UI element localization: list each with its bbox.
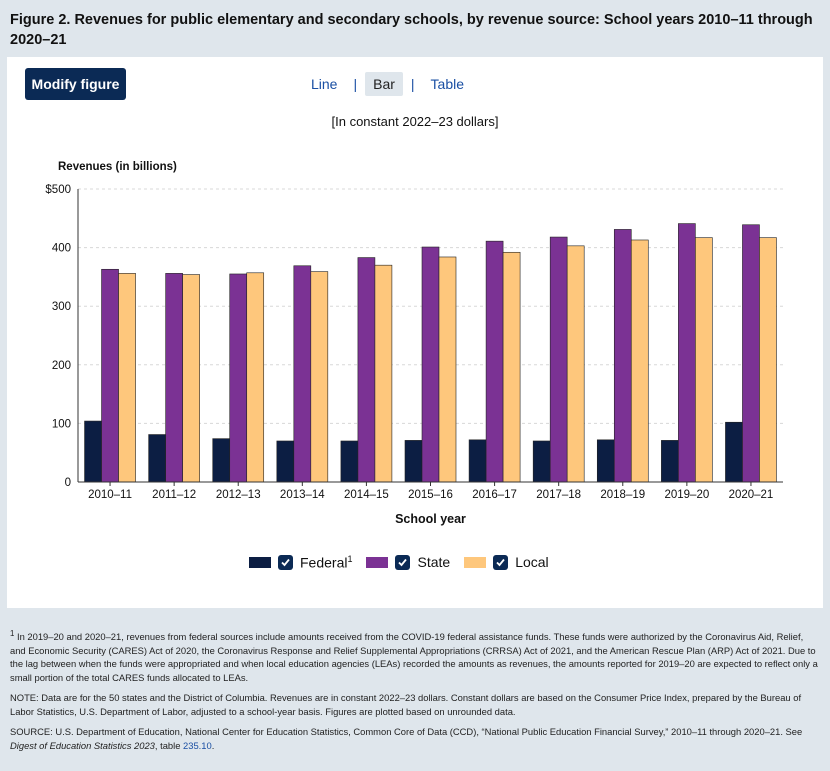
bar-state bbox=[229, 273, 248, 483]
bar-local bbox=[374, 264, 393, 483]
bar-local bbox=[566, 245, 585, 483]
view-toggle: Line | Bar | Table bbox=[303, 71, 472, 97]
bar-federal bbox=[468, 439, 487, 483]
bar-local bbox=[438, 256, 457, 483]
y-tick-label: 200 bbox=[52, 360, 71, 372]
legend-item-local[interactable]: Local bbox=[464, 554, 549, 571]
x-tick-label: 2020–21 bbox=[729, 489, 774, 501]
bar-state bbox=[742, 224, 760, 483]
note: NOTE: Data are for the 50 states and the… bbox=[10, 692, 802, 717]
bar-local bbox=[502, 251, 521, 483]
x-tick-label: 2019–20 bbox=[664, 489, 709, 501]
view-separator: | bbox=[353, 76, 358, 92]
x-tick-label: 2010–11 bbox=[88, 489, 132, 501]
bar-state bbox=[421, 246, 440, 483]
footnote: 1 In 2019–20 and 2020–21, revenues from … bbox=[10, 629, 818, 683]
bar-state bbox=[101, 268, 119, 483]
bar-local bbox=[118, 273, 136, 483]
legend-label-state: State bbox=[417, 554, 451, 571]
x-tick-label: 2018–19 bbox=[600, 489, 645, 501]
legend-swatch-federal bbox=[249, 556, 271, 568]
legend-item-state[interactable]: State bbox=[366, 554, 450, 570]
bar-state bbox=[485, 240, 504, 483]
chart-subtitle: [In constant 2022–23 dollars] bbox=[331, 114, 499, 129]
modify-figure-button[interactable]: Modify figure bbox=[25, 68, 126, 100]
x-axis-title: School year bbox=[395, 512, 466, 526]
view-table-link[interactable]: Table bbox=[430, 76, 465, 92]
x-tick-label: 2016–17 bbox=[472, 489, 517, 501]
y-tick-label: 300 bbox=[52, 301, 71, 313]
table-link[interactable]: 235.10 bbox=[183, 739, 212, 751]
bar-state bbox=[549, 236, 568, 483]
checkbox-checked-icon[interactable] bbox=[395, 554, 411, 570]
view-line-link[interactable]: Line bbox=[311, 76, 338, 92]
bar-federal bbox=[148, 434, 166, 483]
bar-local bbox=[182, 274, 200, 483]
x-tick-label: 2011–12 bbox=[152, 489, 196, 501]
y-tick-label: $500 bbox=[45, 184, 71, 196]
view-separator: | bbox=[410, 76, 415, 92]
bar-local bbox=[695, 237, 713, 483]
bar-federal bbox=[725, 421, 743, 483]
bar-local bbox=[630, 239, 649, 483]
bar-local bbox=[759, 237, 777, 483]
bar-local bbox=[246, 272, 265, 483]
bar-federal bbox=[596, 439, 615, 483]
figure-panel: Modify figure Line | Bar | Table [In con… bbox=[7, 57, 823, 608]
legend-swatch-state bbox=[366, 556, 389, 568]
figure-notes: 1 In 2019–20 and 2020–21, revenues from … bbox=[10, 627, 820, 759]
bar-state bbox=[613, 229, 632, 483]
bar-federal bbox=[276, 440, 295, 483]
figure-title: Figure 2. Revenues for public elementary… bbox=[10, 12, 813, 48]
y-axis-title: Revenues (in billions) bbox=[58, 161, 177, 173]
chart-legend: Federal1 State Local bbox=[249, 554, 563, 571]
view-bar-link[interactable]: Bar bbox=[365, 72, 403, 96]
bar-state bbox=[678, 223, 696, 483]
bar-state bbox=[357, 257, 376, 483]
x-tick-label: 2014–15 bbox=[344, 489, 389, 501]
checkbox-checked-icon[interactable] bbox=[278, 554, 293, 570]
bar-state bbox=[165, 273, 183, 483]
y-tick-label: 0 bbox=[65, 477, 71, 489]
bar-federal bbox=[661, 440, 679, 483]
bar-federal bbox=[84, 420, 102, 483]
bar-chart: Revenues (in billions) 0 100 200 300 400 $500 2… bbox=[45, 161, 783, 526]
y-tick-label: 400 bbox=[52, 243, 71, 255]
bar-state bbox=[293, 265, 312, 483]
bar-federal bbox=[340, 440, 359, 483]
source: SOURCE: U.S. Department of Education, Na… bbox=[10, 726, 803, 751]
bar-federal bbox=[404, 440, 423, 483]
legend-label-federal: Federal1 bbox=[300, 554, 353, 571]
legend-item-federal[interactable]: Federal1 bbox=[249, 554, 352, 571]
y-tick-label: 100 bbox=[52, 418, 71, 430]
x-tick-label: 2015–16 bbox=[408, 489, 453, 501]
legend-label-local: Local bbox=[515, 554, 549, 571]
x-tick-label: 2017–18 bbox=[536, 489, 581, 501]
bar-local bbox=[310, 271, 329, 483]
x-tick-label: 2012–13 bbox=[216, 489, 261, 501]
checkbox-checked-icon[interactable] bbox=[493, 554, 509, 570]
legend-swatch-local bbox=[464, 556, 487, 568]
bar-federal bbox=[532, 440, 551, 483]
x-tick-label: 2013–14 bbox=[280, 489, 325, 501]
bar-federal bbox=[212, 438, 231, 483]
